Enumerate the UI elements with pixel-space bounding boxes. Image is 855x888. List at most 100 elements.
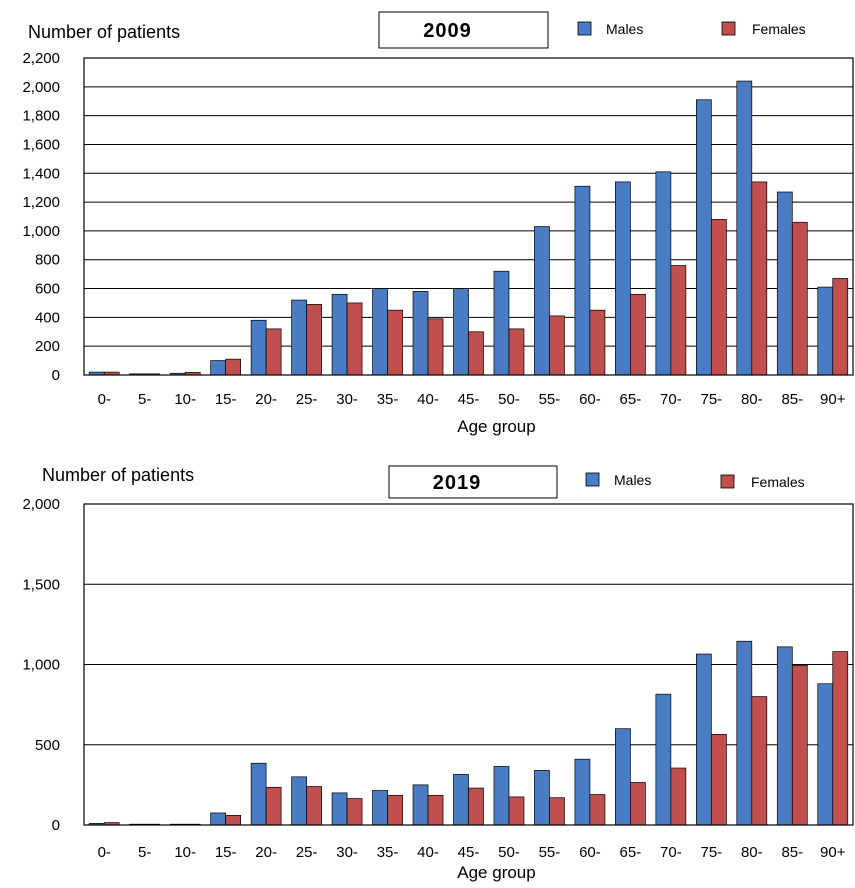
chart-2-x-tick-label: 55- xyxy=(539,844,561,861)
chart-2-bar-females-70 xyxy=(670,767,687,826)
chart-2-bar-females-65 xyxy=(630,782,646,826)
chart-2-bar-females-20 xyxy=(265,786,282,826)
chart-1-bar-males-40 xyxy=(412,291,429,376)
chart-2-legend-swatch-males xyxy=(585,472,600,487)
chart-1-y-tick-label: 200 xyxy=(35,338,60,355)
chart-1-y-tick-label: 1,800 xyxy=(22,108,60,125)
chart-1-x-tick-label: 0- xyxy=(98,391,111,408)
chart-1-y-tick-label: 2,200 xyxy=(22,50,60,67)
chart-2-bar-females-80 xyxy=(751,696,768,826)
chart-2-bar-females-45 xyxy=(468,787,484,826)
chart-1-x-tick-label: 40- xyxy=(417,391,439,408)
chart-2-x-tick-label: 25- xyxy=(296,844,318,861)
chart-1-bar-females-80 xyxy=(751,181,768,376)
chart-2-bar-females-90plus xyxy=(832,651,849,826)
chart-1-bar-males-25 xyxy=(291,299,307,376)
chart-1-x-axis-label: Age group xyxy=(457,417,535,436)
chart-1-bar-males-70 xyxy=(655,171,672,376)
chart-1-x-tick-label: 10- xyxy=(174,391,196,408)
chart-1-bar-males-50 xyxy=(493,270,510,376)
chart-2-bar-females-55 xyxy=(549,797,565,826)
chart-1-bar-males-80 xyxy=(736,80,753,376)
chart-1-x-tick-label: 85- xyxy=(781,391,803,408)
chart-1-x-tick-label: 20- xyxy=(255,391,277,408)
chart-1-bar-females-40 xyxy=(427,318,444,376)
chart-1-bar-males-20 xyxy=(250,319,267,376)
chart-1-legend-swatch-females xyxy=(721,21,736,36)
chart-1-bar-males-45 xyxy=(453,288,469,376)
chart-2-bar-males-75 xyxy=(695,653,712,826)
chart-2-bar-females-35 xyxy=(387,794,403,826)
chart-1-bar-males-60 xyxy=(574,185,591,376)
chart-2-x-tick-label: 80- xyxy=(741,844,763,861)
chart-2-x-tick-label: 35- xyxy=(377,844,399,861)
chart-2-x-tick-label: 5- xyxy=(138,844,151,861)
chart-1-title-box xyxy=(378,11,549,49)
chart-2-y-axis-label: Number of patients xyxy=(42,465,194,485)
chart-2-bar-males-50 xyxy=(493,766,510,826)
chart-1-x-tick-label: 15- xyxy=(215,391,237,408)
chart-1-y-tick-label: 0 xyxy=(52,367,60,384)
chart-2-title-box xyxy=(388,465,558,499)
chart-2-bar-males-60 xyxy=(574,758,591,826)
chart-2-y-tick-label: 500 xyxy=(35,737,60,754)
chart-1-y-tick-label: 1,600 xyxy=(22,136,60,153)
chart-2-x-axis-label: Age group xyxy=(457,863,535,882)
chart-2-x-tick-label: 10- xyxy=(174,844,196,861)
chart-1-y-tick-label: 800 xyxy=(35,252,60,269)
chart-1-x-tick-label: 65- xyxy=(620,391,642,408)
chart-1-title: 2009 xyxy=(423,20,472,42)
chart-1-bar-females-35 xyxy=(387,309,403,376)
chart-2-x-tick-label: 90+ xyxy=(820,844,846,861)
chart-1-bar-females-70 xyxy=(670,265,687,376)
chart-1-x-tick-label: 70- xyxy=(660,391,682,408)
chart-2-bar-females-40 xyxy=(427,794,444,826)
chart-2-bar-males-20 xyxy=(250,762,267,826)
chart-2-bar-males-40 xyxy=(412,784,429,826)
chart-2-x-tick-label: 30- xyxy=(336,844,358,861)
chart-1-plot-frame xyxy=(83,57,854,376)
chart-1-x-tick-label: 60- xyxy=(579,391,601,408)
chart-2-legend-label-females: Females xyxy=(751,474,805,490)
chart-1-bar-males-55 xyxy=(534,226,550,376)
chart-2-bar-females-60 xyxy=(589,794,606,826)
chart-2-x-tick-label: 60- xyxy=(579,844,601,861)
chart-1-x-tick-label: 5- xyxy=(138,391,151,408)
chart-1-bar-females-25 xyxy=(306,304,322,376)
chart-1-bar-males-30 xyxy=(331,293,348,376)
chart-2-bar-males-80 xyxy=(736,640,753,826)
chart-2-x-tick-label: 50- xyxy=(498,844,520,861)
chart-2-bar-males-55 xyxy=(534,770,550,826)
chart-2-bar-females-75 xyxy=(710,733,727,826)
chart-2-bar-males-70 xyxy=(655,693,672,826)
chart-1-bar-males-85 xyxy=(776,191,793,376)
chart-2-bar-males-15 xyxy=(210,812,227,826)
chart-2-bar-males-85 xyxy=(776,646,793,826)
chart-2-bar-females-50 xyxy=(508,796,525,826)
chart-1-bar-females-55 xyxy=(549,315,565,376)
chart-1-bar-females-20 xyxy=(265,328,282,376)
chart-2-bar-males-90plus xyxy=(817,683,834,826)
chart-2-bar-females-30 xyxy=(346,798,363,826)
chart-1-y-tick-label: 1,200 xyxy=(22,194,60,211)
chart-1-y-tick-label: 1,000 xyxy=(22,223,60,240)
chart-2-bar-females-25 xyxy=(306,786,322,826)
chart-2-bar-females-85 xyxy=(791,664,808,826)
chart-2-x-tick-label: 75- xyxy=(700,844,722,861)
chart-2-bar-males-25 xyxy=(291,776,307,826)
chart-1-bar-females-90plus xyxy=(832,278,849,376)
chart-2-legend-swatch-females xyxy=(720,474,735,489)
chart-2-bar-males-35 xyxy=(372,790,388,826)
chart-2-x-tick-label: 65- xyxy=(620,844,642,861)
chart-1-y-tick-label: 600 xyxy=(35,281,60,298)
chart-2-y-tick-label: 2,000 xyxy=(22,496,60,513)
chart-1-bar-females-85 xyxy=(791,221,808,376)
chart-2-y-tick-label: 1,500 xyxy=(22,576,60,593)
chart-1-bar-males-75 xyxy=(695,99,712,376)
chart-2-legend-label-males: Males xyxy=(614,472,651,488)
chart-1-bar-males-15 xyxy=(210,360,227,376)
chart-1-x-tick-label: 30- xyxy=(336,391,358,408)
chart-2-bar-males-65 xyxy=(615,728,631,826)
chart-1-x-tick-label: 35- xyxy=(377,391,399,408)
